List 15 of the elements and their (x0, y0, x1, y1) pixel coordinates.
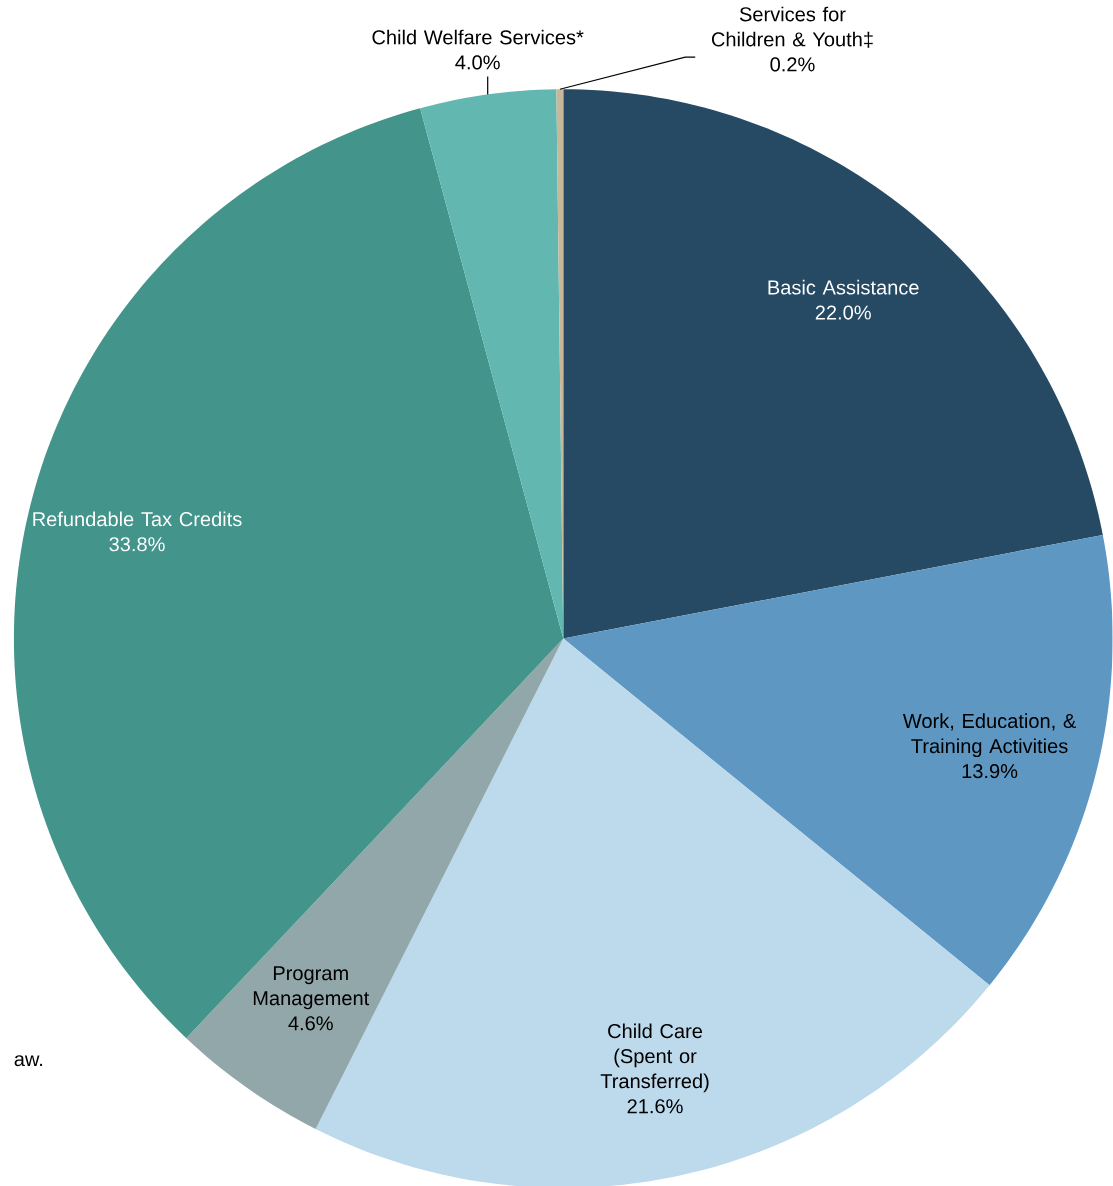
slice-label: Refundable Tax Credits (33, 511, 242, 527)
data-label: 4.0% (455, 55, 500, 70)
slice-label: Program Management (254, 966, 370, 1010)
slice-label: Child Care (Spent or Transferred) (600, 1023, 709, 1093)
slice-label: Services for Children & Youth‡ (712, 6, 873, 48)
slice-label: Work, Education, & Training Activities (903, 713, 1077, 758)
data-label: 21.6% (627, 1099, 683, 1114)
data-label: 0.2% (770, 57, 815, 72)
slice-label: Basic Assistance (768, 279, 919, 295)
data-label: 4.6% (288, 1016, 334, 1031)
data-label: 22.0% (815, 305, 872, 320)
slice-label: Child Welfare Services* (372, 29, 584, 45)
text: aw. (14, 1055, 43, 1067)
data-label: 13.9% (962, 764, 1018, 779)
data-label: 33.8% (109, 537, 165, 552)
